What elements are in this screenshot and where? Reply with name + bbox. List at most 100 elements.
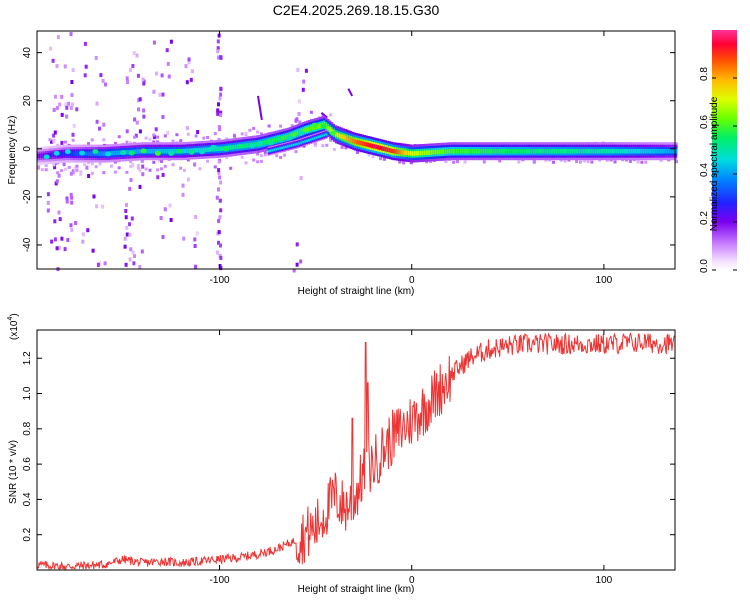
spectrogram-noise-cell	[65, 199, 69, 204]
spectrogram-noise-cell	[65, 196, 69, 201]
spectrogram-ridge-cell	[281, 136, 284, 141]
snr-plot-area	[37, 330, 675, 570]
spectrogram-haze-cell	[110, 164, 113, 168]
spectrogram-ridge-cell	[183, 148, 186, 154]
spectrogram-noise-cell	[182, 236, 186, 241]
spectrogram-ridge-cell	[115, 150, 118, 156]
spectrogram-ridge-cell	[379, 145, 382, 151]
spectrogram-noise-cell	[95, 119, 99, 124]
spectrogram-noise-cell	[75, 107, 79, 112]
spectrogram-noise-cell	[128, 222, 131, 227]
spectrogram-noise-cell	[50, 239, 54, 244]
spectrogram-haze-cell	[133, 135, 137, 139]
spectrogram-noise-cell	[96, 263, 100, 267]
spectrogram-haze-cell	[90, 138, 94, 142]
spectrogram-ridge-cell	[459, 149, 462, 154]
spectrogram-ridge-cell	[300, 141, 303, 144]
spectrogram-noise-cell	[101, 78, 105, 83]
snr-y-tick-label: 0.8	[22, 421, 33, 435]
spectrogram-ridge-cell	[509, 149, 512, 154]
spectrogram-ridge-cell	[398, 149, 401, 155]
spectrogram-haze-cell	[240, 132, 244, 136]
spectrogram-x-tick-label: 0	[409, 275, 415, 286]
spectrogram-noise-cell	[129, 247, 133, 252]
spectrogram-ridge-cell	[602, 149, 605, 154]
spectrogram-ridge-cell	[598, 149, 601, 154]
spectrogram-noise-cell	[138, 97, 142, 102]
spectrogram-ridge-cell	[352, 138, 355, 144]
spectrogram-noise-cell	[219, 266, 223, 271]
spectrogram-ridge-node	[210, 144, 217, 150]
spectrogram-noise-cell	[55, 106, 59, 110]
spectrogram-noise-cell	[219, 180, 223, 185]
snr-y-tick-label: 1.0	[22, 386, 33, 400]
spectrogram-ridge-cell	[100, 151, 103, 156]
spectrogram-ridge-cell	[634, 149, 637, 154]
spectrogram-ridge-cell	[388, 148, 391, 153]
spectrogram-haze-cell	[294, 118, 298, 122]
spectrogram-haze-cell	[52, 140, 56, 144]
spectrogram-noise-cell	[181, 192, 185, 197]
spectrogram-noise-cell	[217, 55, 221, 60]
spectrogram-ridge-cell	[359, 140, 362, 146]
spectrogram-noise-cell	[189, 77, 193, 82]
spectrogram-haze-cell	[382, 157, 386, 161]
spectrogram-noise-cell	[69, 105, 73, 110]
spectrogram-haze-cell	[225, 156, 229, 160]
spectrogram-haze-cell	[559, 158, 563, 162]
spectrogram-ridge-cell	[269, 149, 272, 152]
spectrogram-ridge-cell	[73, 151, 76, 156]
spectrogram-haze-cell	[409, 161, 413, 165]
spectrogram-ridge-node	[267, 140, 274, 146]
spectrogram-ridge-cell	[308, 139, 311, 142]
spectrogram-noise-cell	[219, 110, 223, 115]
spectrogram-haze-cell	[163, 164, 167, 168]
spectrogram-ridge-cell	[317, 124, 320, 129]
spectrogram-ridge-cell	[423, 150, 426, 156]
spectrogram-haze-cell	[52, 163, 56, 167]
spectrogram-noise-cell	[98, 126, 101, 131]
spectrogram-ridge-cell	[135, 149, 138, 154]
spectrogram-haze-cell	[98, 162, 102, 166]
spectrogram-haze-cell	[263, 150, 267, 154]
spectrogram-noise-cell	[50, 139, 53, 144]
spectrogram-ridge-cell	[342, 135, 345, 140]
spectrogram-ridge-cell	[275, 148, 278, 151]
spectrogram-ridge-node	[92, 149, 99, 154]
spectrogram-noise-cell	[65, 114, 69, 119]
spectrogram-noise-cell	[217, 219, 221, 223]
spectrogram-ridge-cell	[669, 149, 672, 154]
spectrogram-ridge-cell	[321, 134, 324, 137]
spectrogram-haze-cell	[102, 138, 106, 142]
spectrogram-haze-cell	[217, 160, 221, 164]
spectrogram-haze-cell	[344, 146, 348, 150]
spectrogram-noise-cell	[154, 127, 158, 132]
spectrogram-ridge-cell	[48, 152, 51, 158]
spectrogram-haze-cell	[532, 159, 536, 163]
spectrogram-ridge-cell	[578, 149, 582, 154]
spectrogram-haze-cell	[256, 160, 260, 164]
spectrogram-ridge-cell	[498, 149, 501, 154]
spectrogram-ridge-cell	[52, 152, 55, 157]
spectrogram-noise-cell	[46, 200, 50, 205]
spectrogram-ridge-cell	[292, 132, 295, 137]
spectrogram-ridge-cell	[504, 149, 507, 154]
spectrogram-ridge-cell	[271, 138, 274, 143]
spectrogram-ridge-cell	[442, 149, 445, 154]
figure-title: C2E4.2025.269.18.15.G30	[273, 2, 440, 18]
spectrogram-haze-cell	[148, 137, 152, 141]
snr-multiplier: (x104)	[7, 313, 20, 340]
spectrogram-ridge-cell	[306, 139, 309, 142]
spectrogram-y-tick-label: -40	[22, 237, 33, 252]
spectrogram-ridge-cell	[338, 133, 341, 139]
spectrogram-haze-cell	[429, 160, 432, 164]
spectrogram-ridge-cell	[98, 151, 101, 156]
spectrogram-haze-cell	[675, 160, 678, 164]
spectrogram-noise-cell	[57, 246, 61, 250]
spectrogram-ridge-cell	[256, 142, 259, 147]
spectrogram-ridge-cell	[661, 149, 664, 154]
spectrogram-noise-cell	[299, 259, 303, 264]
spectrogram-noise-cell	[128, 68, 132, 72]
spectrogram-noise-cell	[169, 218, 173, 222]
spectrogram-ridge-cell	[529, 149, 532, 154]
